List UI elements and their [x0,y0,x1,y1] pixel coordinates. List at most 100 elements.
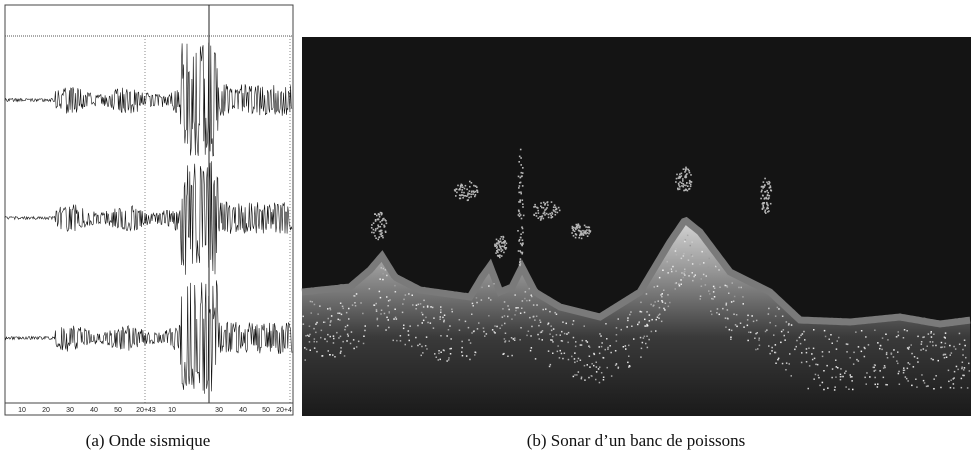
echo-speckle [695,274,697,276]
echo-speckle [650,304,652,306]
echo-speckle [667,272,669,274]
fish-echo [385,231,387,233]
echo-speckle [954,371,956,373]
echo-speckle [603,357,605,359]
echo-speckle [402,303,404,305]
fish-echo [686,168,688,170]
fish-echo [518,201,520,203]
echo-speckle [683,277,685,279]
echo-speckle [846,351,848,353]
echo-speckle [675,270,677,272]
echo-speckle [465,321,467,323]
echo-speckle [603,379,605,381]
echo-speckle [486,333,488,335]
echo-speckle [575,341,577,343]
echo-speckle [701,251,703,253]
echo-speckle [556,314,558,316]
echo-speckle [490,299,492,301]
echo-speckle [330,336,332,338]
echo-speckle [314,347,316,349]
echo-speckle [668,265,670,267]
fish-echo [381,235,383,237]
echo-speckle [758,339,760,341]
echo-speckle [610,352,612,354]
echo-speckle [376,303,378,305]
echo-speckle [965,357,967,359]
echo-speckle [307,335,309,337]
echo-speckle [853,363,855,365]
echo-speckle [616,334,618,336]
echo-speckle [405,294,407,296]
echo-speckle [603,377,605,379]
axis-label: 50 [262,407,270,414]
echo-speckle [734,296,736,298]
echo-speckle [626,326,628,328]
echo-speckle [596,362,598,364]
echo-speckle [507,356,509,358]
echo-speckle [903,367,905,369]
echo-speckle [713,291,715,293]
echo-speckle [347,334,349,336]
echo-speckle [451,309,453,311]
fish-echo [579,227,581,229]
echo-speckle [726,303,728,305]
fish-echo [461,184,463,186]
fish-echo [578,237,580,239]
echo-speckle [850,376,852,378]
echo-speckle [824,330,826,332]
echo-speckle [700,296,702,298]
echo-speckle [858,346,860,348]
echo-speckle [818,375,820,377]
echo-speckle [540,332,542,334]
echo-speckle [640,302,642,304]
fish-echo [373,229,375,231]
echo-speckle [408,330,410,332]
echo-speckle [961,378,963,380]
echo-speckle [963,369,965,371]
echo-speckle [559,357,561,359]
echo-speckle [647,347,649,349]
echo-speckle [440,312,442,314]
echo-speckle [449,325,451,327]
echo-speckle [644,325,646,327]
echo-speckle [948,370,950,372]
echo-speckle [831,377,833,379]
fish-echo [544,203,546,205]
echo-speckle [777,307,779,309]
echo-speckle [515,307,517,309]
fish-echo [519,239,521,241]
echo-speckle [521,308,523,310]
echo-speckle [448,359,450,361]
echo-speckle [843,376,845,378]
fish-echo [494,245,496,247]
echo-speckle [884,367,886,369]
fish-echo [689,172,691,174]
echo-speckle [802,333,804,335]
echo-speckle [887,339,889,341]
echo-speckle [884,365,886,367]
echo-speckle [913,366,915,368]
echo-speckle [494,332,496,334]
fish-echo [456,192,458,194]
fish-echo [573,229,575,231]
echo-speckle [657,286,659,288]
echo-speckle [430,306,432,308]
fish-echo [520,233,522,235]
echo-speckle [450,338,452,340]
echo-speckle [826,365,828,367]
echo-speckle [340,303,342,305]
fish-echo [475,185,477,187]
fish-echo [475,191,477,193]
fish-echo [502,242,504,244]
echo-speckle [861,330,863,332]
echo-speckle [684,269,686,271]
fish-echo [555,211,557,213]
echo-speckle [897,351,899,353]
fish-echo [500,241,502,243]
echo-speckle [725,317,727,319]
fish-echo [573,227,575,229]
echo-speckle [584,379,586,381]
echo-speckle [321,330,323,332]
fish-echo [469,190,471,192]
fish-echo [474,196,476,198]
